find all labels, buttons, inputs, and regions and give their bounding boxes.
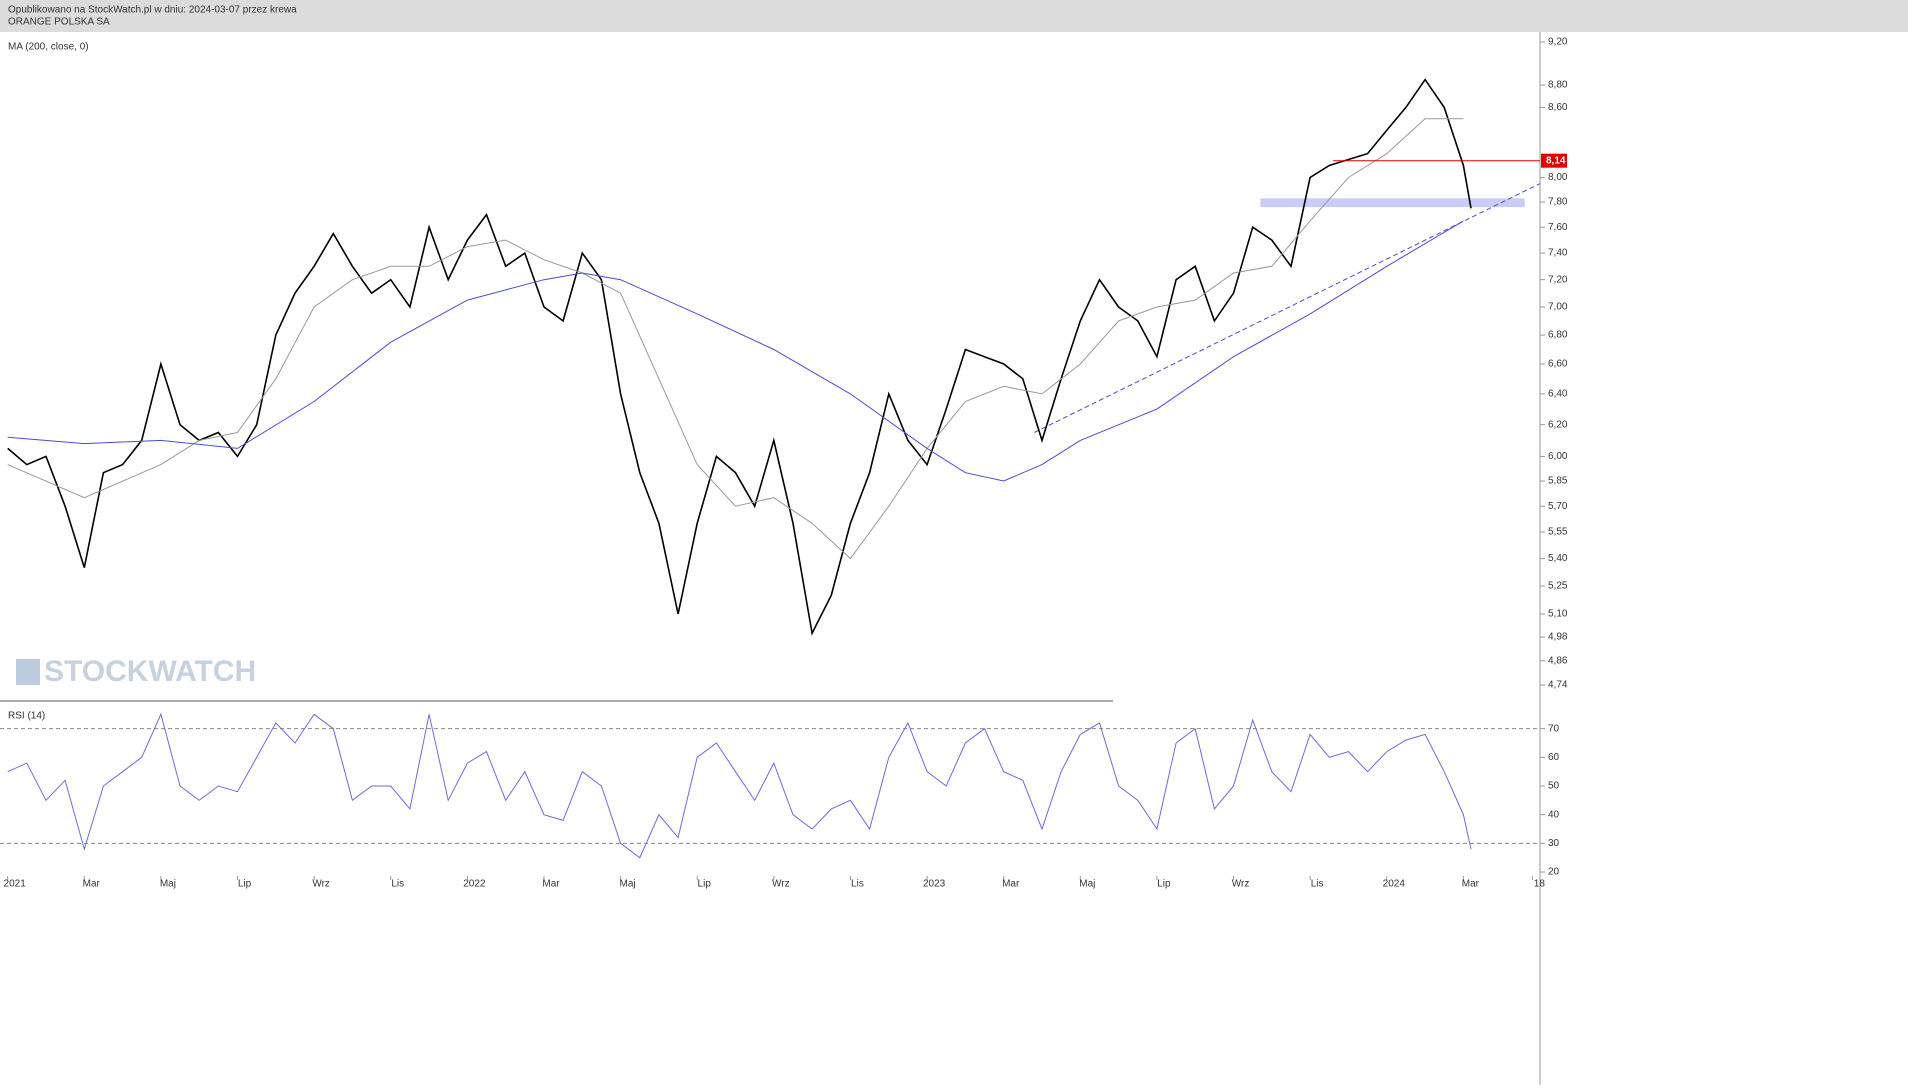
y-tick-label: 5,55	[1548, 527, 1568, 538]
y-tick-label: 30	[1548, 838, 1560, 849]
y-tick-label: 4,74	[1548, 680, 1568, 691]
header-bar	[0, 0, 1908, 32]
y-tick-label: 5,10	[1548, 609, 1568, 620]
y-tick-label: 8,80	[1548, 80, 1568, 91]
x-tick-label: Lis	[1311, 879, 1324, 890]
x-tick-label: Mar	[1002, 879, 1020, 890]
x-tick-label: Mar	[542, 879, 560, 890]
x-tick-label: Wrz	[1232, 879, 1250, 890]
level-label: 8,14	[1546, 155, 1566, 166]
price-line	[7, 712, 1472, 859]
indicator-label: MA (200, close, 0)	[8, 42, 89, 53]
y-tick-label: 7,40	[1548, 248, 1568, 259]
x-tick-label: Mar	[1462, 879, 1480, 890]
x-tick-label: Lip	[1157, 879, 1171, 890]
y-tick-label: 7,60	[1548, 222, 1568, 233]
y-tick-label: 50	[1548, 781, 1560, 792]
x-tick-label: Maj	[1079, 879, 1095, 890]
y-tick-label: 20	[1548, 867, 1560, 878]
y-tick-label: 7,00	[1548, 302, 1568, 313]
x-tick-label: Lip	[698, 879, 712, 890]
y-tick-label: 70	[1548, 723, 1560, 734]
y-tick-label: 7,20	[1548, 274, 1568, 285]
header-text: Opublikowano na StockWatch.pl w dniu: 20…	[8, 5, 297, 16]
price-line	[7, 78, 1472, 636]
y-tick-label: 9,20	[1548, 37, 1568, 48]
x-tick-label: 2023	[923, 879, 946, 890]
x-tick-label: Lip	[238, 879, 252, 890]
x-tick-label: 2024	[1383, 879, 1406, 890]
x-tick-label: Wrz	[772, 879, 790, 890]
y-tick-label: 5,70	[1548, 501, 1568, 512]
header-title: ORANGE POLSKA SA	[8, 17, 110, 28]
x-tick-label: Maj	[160, 879, 176, 890]
y-tick-label: 5,85	[1548, 476, 1568, 487]
rsi-label: RSI (14)	[8, 711, 45, 722]
x-tick-label: 2022	[463, 879, 486, 890]
y-tick-label: 6,20	[1548, 419, 1568, 430]
y-tick-label: 6,80	[1548, 330, 1568, 341]
x-tick-label: Maj	[620, 879, 636, 890]
y-tick-label: 6,60	[1548, 359, 1568, 370]
y-tick-label: 6,00	[1548, 451, 1568, 462]
watermark-icon	[16, 659, 40, 685]
support-zone	[1260, 198, 1525, 208]
y-tick-label: 5,25	[1548, 581, 1568, 592]
ma-line	[7, 118, 1464, 560]
y-tick-label: 6,40	[1548, 389, 1568, 400]
level-badge	[1541, 153, 1567, 168]
y-tick-label: 4,98	[1548, 632, 1568, 643]
y-tick-label: 5,40	[1548, 553, 1568, 564]
y-tick-label: 8,60	[1548, 102, 1568, 113]
x-tick-label: Lis	[851, 879, 864, 890]
x-tick-label: Wrz	[312, 879, 330, 890]
trendline	[1034, 183, 1541, 433]
y-tick-label: 7,80	[1548, 197, 1568, 208]
x-tick-label: Mar	[83, 879, 101, 890]
x-tick-label: 2021	[4, 879, 27, 890]
x-tick-label: 18	[1534, 879, 1546, 890]
y-tick-label: 8,00	[1548, 172, 1568, 183]
y-tick-label: 40	[1548, 809, 1560, 820]
ma-line	[7, 220, 1464, 482]
watermark: STOCKWATCH	[44, 655, 256, 688]
y-tick-label: 60	[1548, 752, 1560, 763]
x-tick-label: Lis	[391, 879, 404, 890]
y-tick-label: 4,86	[1548, 655, 1568, 666]
